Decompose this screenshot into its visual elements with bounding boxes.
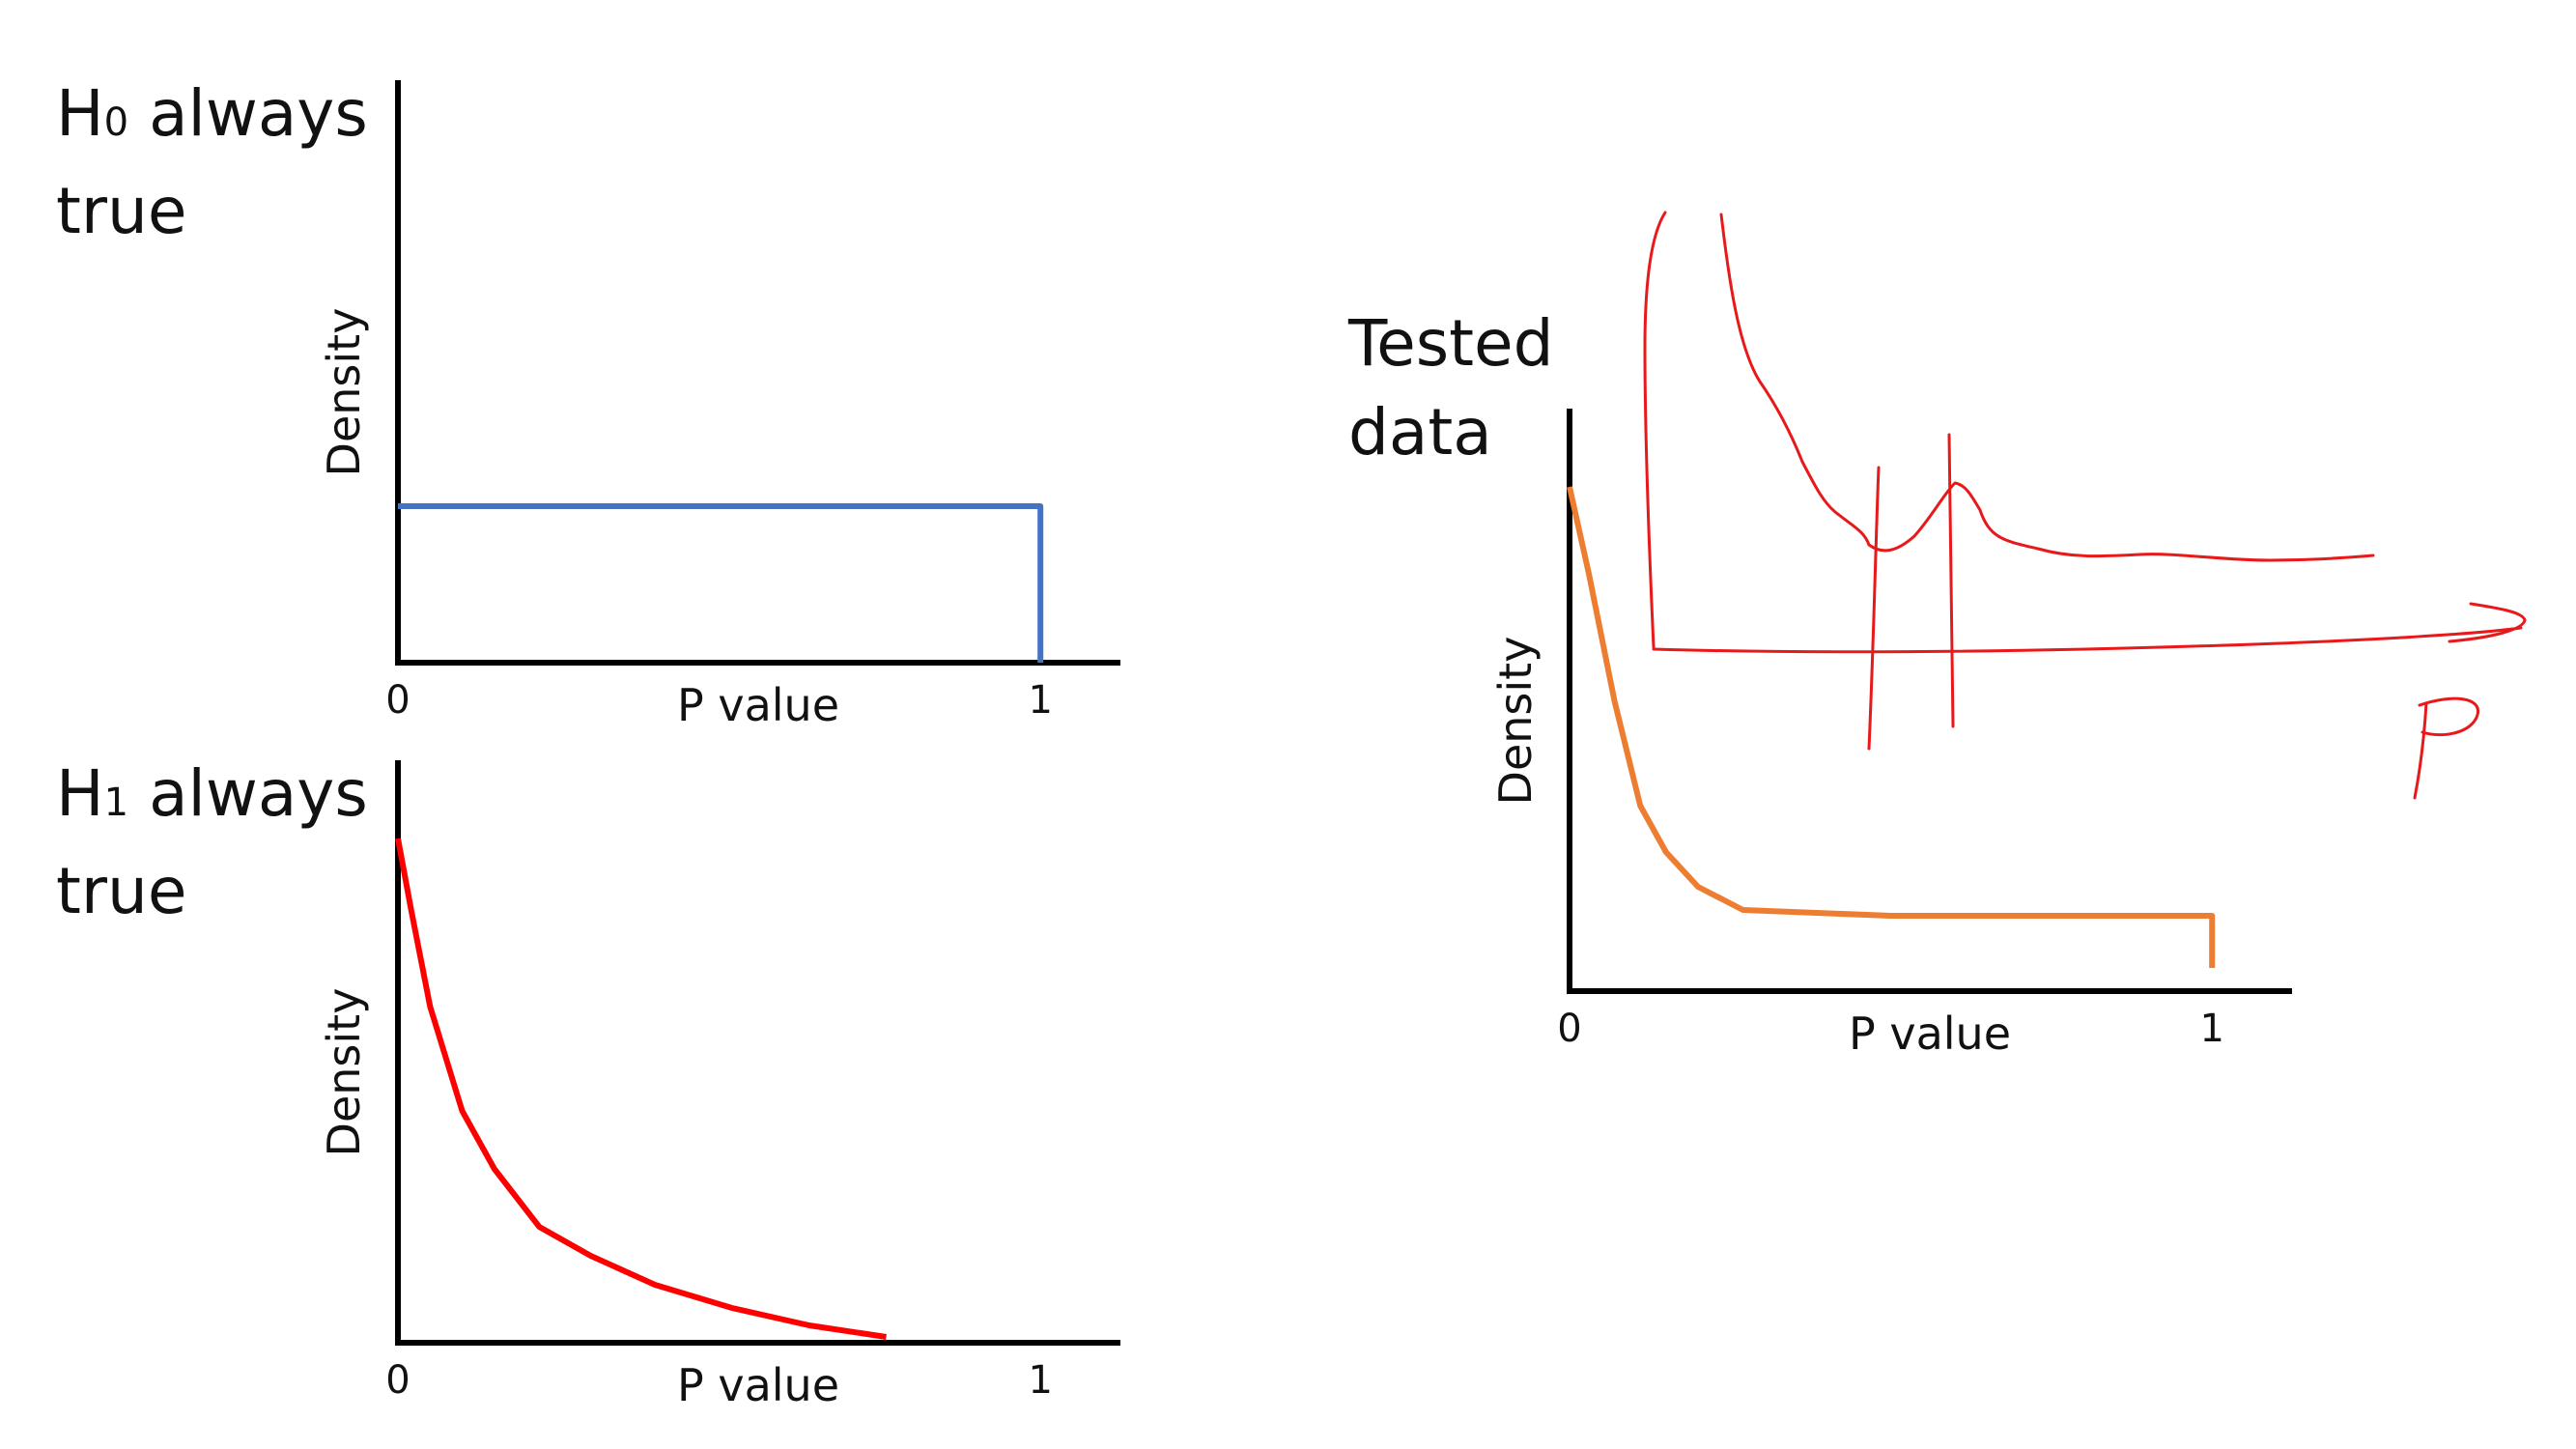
handwritten-annotation: P [1643,211,2527,800]
sketch-vertical-line-1 [1867,466,1881,751]
sketch-y-axis [1643,211,1667,649]
chart-h1: 0 1 P value Density [318,760,1120,1411]
h1-x-tick-label-0: 0 [385,1358,410,1403]
h0-title-letter: H [56,76,104,151]
h0-panel-title: H0 always true [56,70,368,256]
sketch-density-curve [1719,213,2375,562]
h1-series-line-0 [395,838,887,1340]
sketch-x-axis [1652,626,2523,654]
h1-x-axis-title: P value [677,1359,839,1411]
h1-x-tick-label-1: 1 [1028,1358,1052,1403]
tested-series-line-0 [1567,486,2216,968]
h1-title-line2: true [56,854,187,928]
h0-title-subscript: 0 [103,100,129,145]
tested-y-axis-title: Density [1489,637,1542,806]
tested-title-line2: data [1348,395,1492,469]
sketch-p-letter [2413,696,2479,800]
chart-tested: 0 1 P value Density [1489,409,2292,1060]
h1-y-axis-title: Density [318,988,370,1157]
h0-x-tick-label-0: 0 [385,678,410,723]
h1-title-line1: H1 always [56,750,368,847]
sketch-arrowhead-icon [2448,602,2527,643]
sketch-vertical-line-2 [1947,433,1955,728]
h0-y-axis-title: Density [318,308,370,477]
h0-title-rest: always [149,76,368,151]
h0-x-axis-title: P value [677,679,839,731]
h1-title-rest: always [149,756,368,831]
h1-title-letter: H [56,756,104,831]
tested-x-tick-label-1: 1 [2199,1007,2223,1051]
chart-h0: 0 1 P value Density [318,80,1120,731]
tested-title-line1: Tested [1348,306,1554,381]
h1-title-subscript: 1 [103,781,129,825]
h0-x-tick-label-1: 1 [1028,678,1052,723]
h0-title-line1: H0 always [56,70,368,167]
h1-panel-title: H1 always true [56,750,368,936]
h0-series-line-0 [398,503,1044,663]
tested-x-tick-label-0: 0 [1557,1007,1581,1051]
tested-panel-title: Tested data [1348,299,1553,477]
tested-x-axis-title: P value [1849,1008,2011,1060]
h0-title-line2: true [56,174,187,248]
